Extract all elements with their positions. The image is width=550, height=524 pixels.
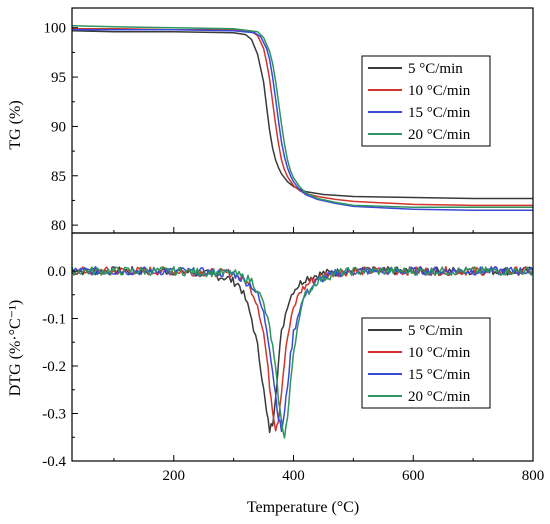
- y-tick-label: -0.3: [42, 407, 66, 423]
- x-tick-label: 200: [163, 468, 186, 484]
- legend-label: 10 °C/min: [408, 345, 471, 361]
- y-tick-label: 0.0: [47, 264, 66, 280]
- y-tick-label: -0.1: [42, 312, 66, 328]
- plot-frame: [71, 232, 534, 462]
- legend-box: [361, 55, 491, 147]
- legend: 5 °C/min 10 °C/min 15 °C/min 20 °C/min: [361, 55, 491, 147]
- y-tick-label: -0.4: [42, 454, 66, 470]
- tg-panel: 80 85 90 95 100 5 °C/min 10 °C/min 15 °C/min 20 …: [44, 7, 534, 234]
- legend: 5 °C/min 10 °C/min 15 °C/min 20 °C/min: [361, 317, 491, 409]
- y-tick-label: -0.2: [42, 359, 66, 375]
- legend-label: 15 °C/min: [408, 105, 471, 121]
- dtg-panel: -0.4 -0.3 -0.2 -0.1 0.0 200 400 600 800 5 °C/min 1…: [42, 232, 545, 484]
- legend-label: 10 °C/min: [408, 83, 471, 99]
- y-tick-label: 80: [51, 218, 66, 234]
- series-line-3: [72, 28, 533, 212]
- legend-label: 5 °C/min: [408, 323, 463, 339]
- y-tick-label: 95: [51, 70, 66, 86]
- x-tick-label: 600: [402, 468, 425, 484]
- y-tick-label: 85: [51, 169, 66, 185]
- series-line-2: [72, 27, 533, 207]
- legend-label: 15 °C/min: [408, 367, 471, 383]
- tg-y-axis-label: TG (%): [7, 100, 24, 149]
- legend-label: 20 °C/min: [408, 389, 471, 405]
- series-line-3: [71, 266, 534, 433]
- y-tick-label: 90: [51, 119, 66, 135]
- x-tick-label: 400: [282, 468, 305, 484]
- y-tick-label: 100: [44, 21, 67, 37]
- legend-label: 5 °C/min: [408, 61, 463, 77]
- series-line-4: [71, 266, 534, 439]
- legend-box: [361, 317, 491, 409]
- dtg-y-axis-label: DTG (%·°C⁻¹): [7, 300, 24, 397]
- x-tick-label: 800: [522, 468, 545, 484]
- legend-label: 20 °C/min: [408, 127, 471, 143]
- series-line-4: [71, 25, 533, 209]
- series-line-1: [71, 29, 533, 200]
- temperature-x-axis-label: Temperature (°C): [247, 499, 359, 516]
